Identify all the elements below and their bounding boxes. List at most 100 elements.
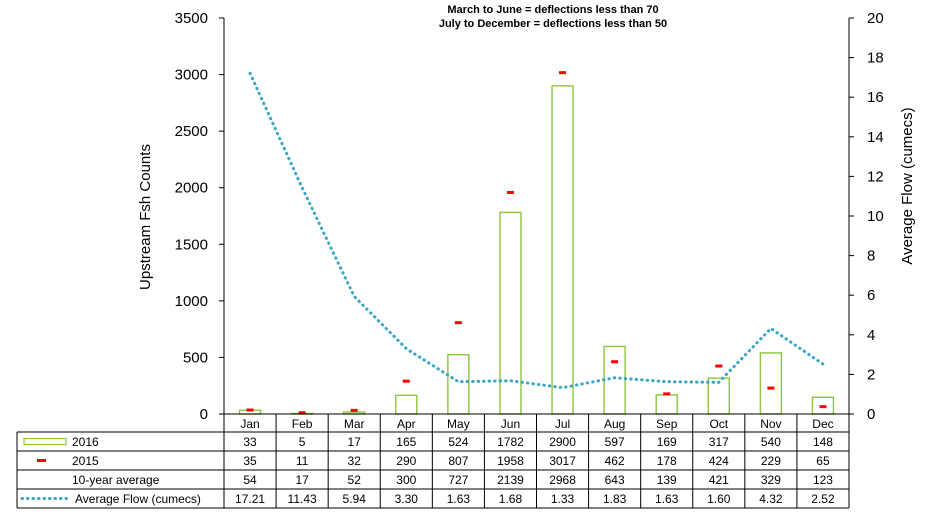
y-axis-left-title: Upstream Fsh Counts (137, 144, 154, 290)
line-average-flow (248, 71, 825, 390)
data-label: 317 (709, 435, 729, 449)
y-left-tick-label: 1000 (175, 293, 208, 310)
x-category-label: Dec (812, 417, 833, 431)
data-label: 123 (813, 473, 833, 487)
y-right-tick-label: 2 (867, 366, 875, 383)
y-right-tick-label: 4 (867, 327, 875, 344)
data-label: 4.32 (759, 492, 783, 506)
y-left-tick-label: 2000 (175, 180, 208, 197)
data-label: 52 (348, 473, 362, 487)
y-left-tick-label: 3500 (175, 10, 208, 27)
data-label: 2900 (549, 435, 576, 449)
marker-2015 (454, 321, 462, 325)
marker-2015 (350, 408, 358, 412)
data-label: 643 (605, 473, 625, 487)
y-left-tick-label: 0 (200, 406, 208, 423)
data-label: 169 (657, 435, 677, 449)
marker-2015 (402, 379, 410, 383)
data-label: 424 (709, 454, 729, 468)
y-right-tick-label: 20 (867, 10, 884, 27)
data-label: 2139 (497, 473, 524, 487)
data-label: 17 (348, 435, 362, 449)
data-label: 807 (448, 454, 468, 468)
data-label: 148 (813, 435, 833, 449)
data-label: 11 (296, 454, 309, 468)
bar-2016 (499, 211, 522, 415)
data-label: 17 (295, 473, 309, 487)
data-label: 3017 (549, 454, 576, 468)
marker-2015 (506, 190, 514, 194)
y-left-tick-label: 2500 (175, 123, 208, 140)
x-category-label: Aug (604, 417, 625, 431)
y-axis-right-title: Average Flow (cumecs) (899, 107, 916, 264)
data-label: 540 (761, 435, 781, 449)
y-right-tick-label: 18 (867, 50, 884, 67)
data-label: 139 (657, 473, 677, 487)
marker-2015 (298, 411, 306, 415)
bar-2016 (603, 345, 626, 415)
data-label: 300 (396, 473, 416, 487)
y-right-tick-label: 8 (867, 248, 875, 265)
legend-swatch-2015 (37, 459, 46, 462)
data-label: 2.52 (811, 492, 835, 506)
data-label: 17.21 (235, 492, 265, 506)
data-label: 1.60 (707, 492, 731, 506)
legend-label-2015: 2015 (72, 454, 99, 468)
data-label: 1.68 (499, 492, 523, 506)
data-label: 65 (816, 454, 830, 468)
marker-2015 (611, 360, 619, 364)
data-label: 1782 (497, 435, 524, 449)
data-label: 421 (709, 473, 729, 487)
y-right-tick-label: 16 (867, 89, 884, 106)
marker-2015 (767, 386, 775, 390)
data-label: 1.33 (551, 492, 575, 506)
data-label: 5.94 (343, 492, 367, 506)
legend-swatch-2016 (23, 437, 67, 446)
bar-2016 (759, 352, 783, 415)
data-label: 329 (761, 473, 781, 487)
data-label: 2968 (549, 473, 576, 487)
legend-label-10-year-average: 10-year average (72, 473, 160, 487)
data-label: 1.63 (655, 492, 679, 506)
y-right-tick-label: 0 (867, 406, 875, 423)
y-right-tick-label: 14 (867, 129, 884, 146)
x-category-label: Jan (240, 417, 259, 431)
bar-2016 (655, 394, 678, 415)
marker-2015 (246, 408, 254, 412)
data-label: 11.43 (288, 492, 317, 506)
x-category-label: Feb (292, 417, 313, 431)
marker-2015 (663, 392, 671, 396)
data-label: 5 (299, 435, 306, 449)
chart-subtitle-line-1: March to June = deflections less than 70 (447, 4, 658, 16)
data-label: 727 (448, 473, 468, 487)
data-label: 462 (605, 454, 625, 468)
y-left-tick-label: 500 (183, 349, 208, 366)
marker-2015 (715, 364, 723, 368)
data-label: 32 (348, 454, 362, 468)
x-category-label: May (447, 417, 470, 431)
legend-label-average-flow: Average Flow (cumecs) (75, 492, 201, 506)
x-category-label: Oct (709, 417, 728, 431)
data-label: 597 (605, 435, 625, 449)
marker-2015 (559, 71, 567, 75)
data-label: 165 (396, 435, 416, 449)
x-category-label: Mar (344, 417, 365, 431)
data-label: 3.30 (395, 492, 419, 506)
data-label: 178 (657, 454, 677, 468)
data-label: 524 (448, 435, 468, 449)
data-label: 33 (243, 435, 257, 449)
x-category-label: Sep (656, 417, 678, 431)
x-category-label: Nov (760, 417, 781, 431)
x-category-label: Jul (555, 417, 570, 431)
data-label: 54 (243, 473, 257, 487)
data-label: 35 (243, 454, 257, 468)
data-label: 1958 (497, 454, 524, 468)
bar-2016 (395, 394, 418, 415)
bar-2016 (551, 85, 574, 415)
data-label: 1.83 (603, 492, 627, 506)
y-right-tick-label: 6 (867, 287, 875, 304)
chart-subtitle-line-2: July to December = deflections less than… (439, 18, 667, 30)
y-left-tick-label: 3000 (175, 67, 208, 84)
y-left-tick-label: 1500 (175, 236, 208, 253)
